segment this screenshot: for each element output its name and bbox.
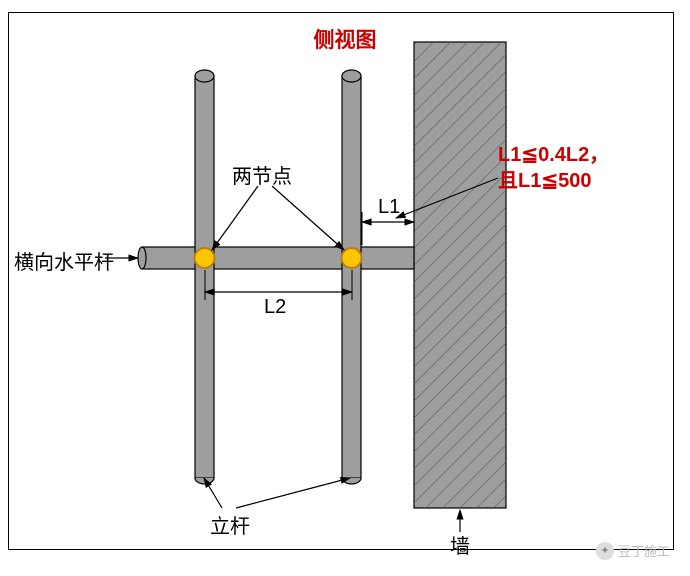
diagram-svg xyxy=(0,0,690,576)
leader-pole-1 xyxy=(204,478,222,508)
watermark: ✦ 豆丁施工 xyxy=(596,541,670,560)
label-nodes: 两节点 xyxy=(232,160,292,189)
watermark-text: 豆丁施工 xyxy=(618,541,670,560)
wall-shape xyxy=(414,42,506,508)
label-wall: 墙 xyxy=(450,530,470,559)
label-dim-l1: L1 xyxy=(378,196,400,219)
leader-joint-1 xyxy=(212,186,258,250)
horizontal-bar-shape xyxy=(138,247,414,269)
label-hbar: 横向水平杆 xyxy=(14,246,114,275)
leader-pole-2 xyxy=(236,478,350,508)
joint-2 xyxy=(342,248,362,268)
label-constraint-2: 且L1≦500 xyxy=(498,164,591,193)
leader-joint-2 xyxy=(272,186,344,250)
label-pole: 立杆 xyxy=(210,510,250,539)
label-constraint-1: L1≦0.4L2， xyxy=(498,138,609,167)
watermark-icon: ✦ xyxy=(596,542,614,560)
joint-1 xyxy=(195,248,215,268)
label-dim-l2: L2 xyxy=(264,296,286,319)
